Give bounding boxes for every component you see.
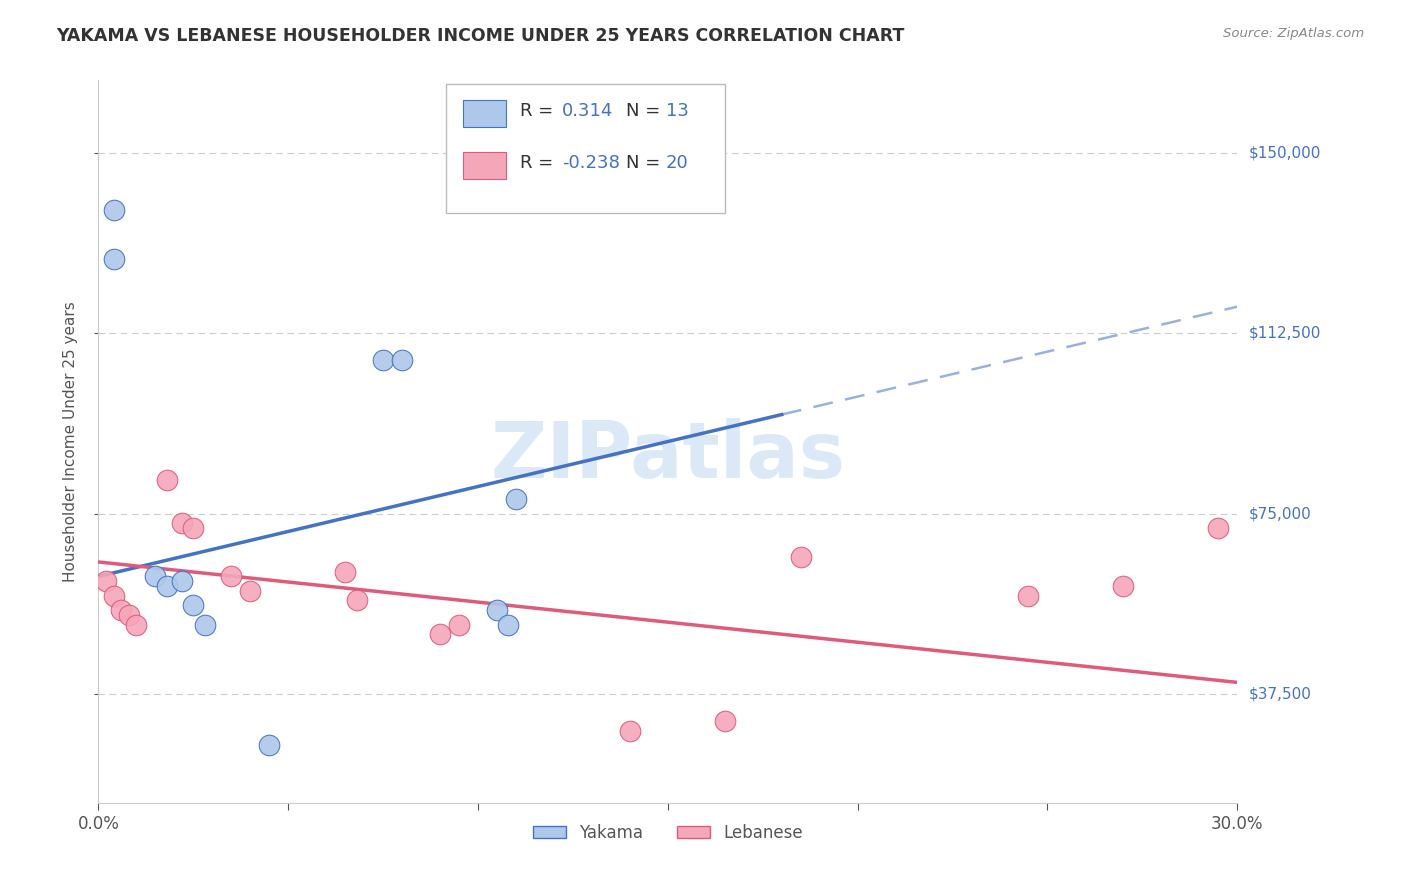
- Point: [156, 579, 179, 593]
- Point: [103, 203, 125, 218]
- Point: [183, 521, 205, 535]
- Point: [170, 574, 193, 589]
- Point: [335, 565, 357, 579]
- Legend: Yakama, Lebanese: Yakama, Lebanese: [526, 817, 810, 848]
- Point: [790, 550, 813, 565]
- Point: [498, 617, 520, 632]
- Text: 0.314: 0.314: [562, 103, 613, 120]
- Point: [429, 627, 451, 641]
- Point: [619, 723, 641, 738]
- Text: $37,500: $37,500: [1249, 687, 1312, 702]
- Point: [346, 593, 368, 607]
- Point: [486, 603, 509, 617]
- Point: [183, 599, 205, 613]
- Text: -0.238: -0.238: [562, 154, 620, 172]
- Point: [505, 492, 527, 507]
- Point: [110, 603, 132, 617]
- Point: [145, 569, 167, 583]
- Point: [221, 569, 243, 583]
- Point: [1018, 589, 1040, 603]
- Text: ZIPatlas: ZIPatlas: [491, 418, 845, 494]
- Point: [371, 352, 394, 367]
- Text: 20: 20: [665, 154, 689, 172]
- Point: [170, 516, 193, 531]
- Text: Source: ZipAtlas.com: Source: ZipAtlas.com: [1223, 27, 1364, 40]
- Text: N =: N =: [626, 154, 665, 172]
- Point: [239, 583, 262, 598]
- Point: [103, 589, 125, 603]
- Point: [1208, 521, 1230, 535]
- Text: YAKAMA VS LEBANESE HOUSEHOLDER INCOME UNDER 25 YEARS CORRELATION CHART: YAKAMA VS LEBANESE HOUSEHOLDER INCOME UN…: [56, 27, 904, 45]
- Text: $75,000: $75,000: [1249, 507, 1312, 521]
- Point: [447, 617, 470, 632]
- FancyBboxPatch shape: [463, 152, 506, 179]
- Point: [259, 738, 281, 752]
- Y-axis label: Householder Income Under 25 years: Householder Income Under 25 years: [63, 301, 79, 582]
- Text: 13: 13: [665, 103, 689, 120]
- Point: [194, 617, 217, 632]
- Point: [714, 714, 737, 728]
- Text: $150,000: $150,000: [1249, 145, 1320, 160]
- Text: N =: N =: [626, 103, 665, 120]
- Point: [94, 574, 117, 589]
- Text: $112,500: $112,500: [1249, 326, 1320, 341]
- Point: [156, 473, 179, 487]
- Text: R =: R =: [520, 154, 558, 172]
- Point: [125, 617, 148, 632]
- FancyBboxPatch shape: [463, 100, 506, 128]
- FancyBboxPatch shape: [446, 84, 725, 213]
- Text: R =: R =: [520, 103, 558, 120]
- Point: [1112, 579, 1135, 593]
- Point: [103, 252, 125, 266]
- Point: [391, 352, 413, 367]
- Point: [118, 607, 141, 622]
